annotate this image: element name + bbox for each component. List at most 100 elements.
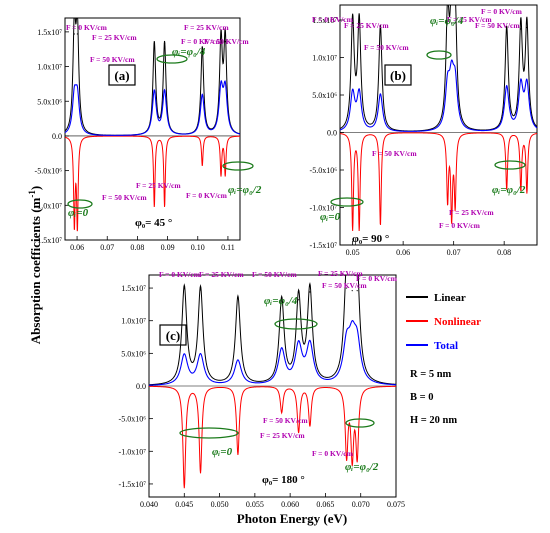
x-tick-label: 0.11 bbox=[221, 243, 235, 252]
peak-point bbox=[298, 299, 300, 301]
field-annotation: F = 50 KV/cm bbox=[252, 270, 297, 279]
peak-point bbox=[356, 290, 358, 292]
panel-a: 1.5x10⁷ 1.0x10⁷ 5.0x10⁶ 0.0 -5.0x10⁶ -1.0x10⁷… bbox=[35, 17, 262, 252]
field-annotation: F = 50 KV/cm bbox=[475, 21, 520, 30]
series-nonlinear-line bbox=[148, 385, 396, 489]
panel-label-box bbox=[108, 64, 136, 86]
phi-label: φᵢ=φ₀/4 bbox=[430, 15, 464, 27]
field-annotation: F = 50 KV/cm bbox=[263, 416, 308, 425]
series-linear-line bbox=[339, 4, 538, 132]
group-ellipse bbox=[222, 161, 254, 171]
y-tick-label: -1.5x10⁷ bbox=[35, 236, 63, 245]
series-nonlinear-line bbox=[339, 132, 538, 232]
series-nonlinear-line bbox=[64, 135, 240, 232]
legend-label-total: Total bbox=[434, 340, 458, 352]
x-axis-title: Photon Energy (eV) bbox=[237, 511, 348, 526]
field-annotation: F = 50 KV/cm bbox=[364, 43, 409, 52]
phi0-label: φ₀= 45 ° bbox=[135, 217, 172, 229]
y-tick-label: 5.0x10⁶ bbox=[121, 349, 146, 358]
phi0-label: φ₀= 90 ° bbox=[352, 233, 389, 245]
y-tick-label: 1.5x10⁷ bbox=[121, 284, 146, 293]
phi-label: φᵢ=φ₀/2 bbox=[345, 461, 379, 473]
field-annotation: F = 25 KV/cm bbox=[344, 21, 389, 30]
y-tick-label: 5.0x10⁶ bbox=[37, 97, 62, 106]
peak-point bbox=[224, 40, 226, 43]
phi-label: φᵢ=0 bbox=[212, 446, 233, 458]
y-tick-label: 1.0x10⁷ bbox=[312, 54, 337, 63]
field-annotation: F = 0 KV/cm bbox=[356, 274, 398, 283]
field-annotation: F = 25 KV/cm bbox=[260, 431, 305, 440]
y-tick-label: -1.0x10⁷ bbox=[35, 201, 63, 210]
series-total-line bbox=[64, 79, 241, 136]
x-tick-label: 0.045 bbox=[175, 500, 193, 509]
x-tick-label: 0.09 bbox=[161, 243, 175, 252]
x-tick-label: 0.07 bbox=[100, 243, 114, 252]
peak-point bbox=[220, 42, 222, 44]
legend: Linear Nonlinear Total R = 5 nm B = 0 H … bbox=[406, 292, 481, 426]
field-annotation: F = 50 KV/cm bbox=[90, 55, 135, 64]
peak-point bbox=[506, 28, 508, 30]
panel-label: (b) bbox=[390, 68, 406, 83]
field-annotation: F = 0 KV/cm bbox=[481, 7, 523, 16]
peak-point bbox=[446, 23, 449, 25]
legend-label-nonlinear: Nonlinear bbox=[434, 316, 481, 328]
legend-label-linear: Linear bbox=[434, 292, 466, 304]
x-tick-label: 0.070 bbox=[352, 500, 370, 509]
y-tick-label: 0.0 bbox=[52, 132, 62, 141]
y-tick-label: 0.0 bbox=[136, 382, 146, 391]
param-height: H = 20 nm bbox=[410, 415, 457, 426]
x-tick-label: 0.06 bbox=[396, 248, 410, 257]
field-annotation: F = 50 KV/cm bbox=[372, 149, 417, 158]
y-tick-label: 1.5x10⁷ bbox=[37, 28, 62, 37]
field-annotation: F = 25 KV/cm bbox=[318, 269, 363, 278]
field-annotation: F = 0 KV/cm bbox=[181, 37, 223, 46]
field-annotation: F = 50 KV/cm bbox=[204, 37, 249, 46]
peak-point bbox=[352, 22, 354, 24]
y-tick-label: -1.5x10⁷ bbox=[119, 480, 147, 489]
series-total-line bbox=[148, 320, 397, 386]
panel-c: 1.5x10⁷ 1.0x10⁷ 5.0x10⁶ 0.0 -5.0x10⁶ -1.0x10⁷… bbox=[119, 269, 405, 509]
peak-point bbox=[346, 287, 348, 289]
field-annotation: F = 0 KV/cm bbox=[186, 191, 228, 200]
x-tick-label: 0.10 bbox=[191, 243, 205, 252]
group-ellipse bbox=[156, 54, 188, 64]
phi-label: φᵢ=φ₀/4 bbox=[264, 295, 298, 307]
peak-point bbox=[309, 291, 311, 293]
param-radius: R = 5 nm bbox=[410, 369, 452, 380]
x-tick-label: 0.050 bbox=[211, 500, 229, 509]
y-tick-label: 0.0 bbox=[327, 129, 337, 138]
peak-point bbox=[520, 28, 522, 30]
peak-point bbox=[281, 300, 283, 302]
peak-point bbox=[183, 288, 185, 290]
x-tick-label: 0.065 bbox=[316, 500, 334, 509]
x-tick-label: 0.06 bbox=[70, 243, 84, 252]
series-linear-line bbox=[148, 274, 397, 386]
phi0-label: φ₀= 180 ° bbox=[262, 474, 305, 486]
x-tick-label: 0.040 bbox=[140, 500, 158, 509]
field-annotation: F = 25 KV/cm bbox=[449, 208, 494, 217]
y-tick-label: -5.0x10⁶ bbox=[310, 166, 338, 175]
group-ellipse bbox=[494, 160, 526, 170]
field-annotation: F = 25 KV/cm bbox=[136, 181, 181, 190]
peak-point bbox=[526, 26, 528, 29]
field-annotation: F = 25 KV/cm bbox=[184, 23, 229, 32]
series-total-line bbox=[339, 59, 538, 132]
y-axis-title: Absorption coefficients (m-1) bbox=[27, 186, 43, 344]
peak-point bbox=[163, 43, 166, 45]
x-tick-label: 0.05 bbox=[346, 248, 360, 257]
param-magnetic-field: B = 0 bbox=[410, 392, 434, 403]
peak-point bbox=[199, 289, 202, 291]
panel-label-box bbox=[159, 324, 187, 346]
group-ellipse bbox=[426, 50, 452, 60]
peak-point bbox=[454, 21, 456, 23]
field-annotation: F = 50 KV/cm bbox=[322, 281, 367, 290]
y-tick-label: 1.0x10⁷ bbox=[37, 63, 62, 72]
x-tick-label: 0.07 bbox=[447, 248, 461, 257]
peak-point bbox=[201, 47, 203, 49]
x-tick-label: 0.08 bbox=[130, 243, 144, 252]
x-tick-label: 0.060 bbox=[281, 500, 299, 509]
phi-label: φᵢ=φ₀/2 bbox=[228, 184, 262, 196]
y-tick-label: -5.0x10⁶ bbox=[35, 167, 63, 176]
peak-point bbox=[153, 43, 155, 45]
